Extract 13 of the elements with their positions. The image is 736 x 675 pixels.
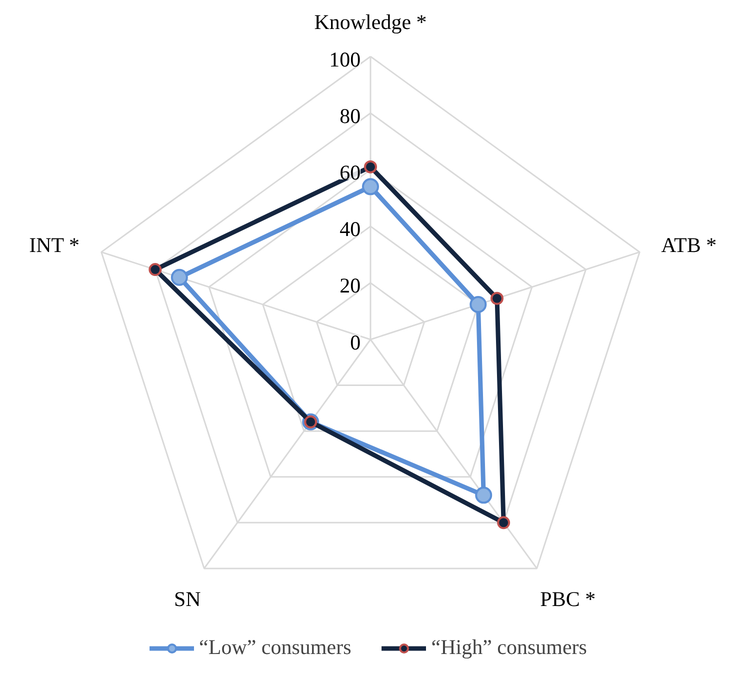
spoke-label: SN <box>174 587 201 612</box>
spoke-label: PBC * <box>540 587 596 612</box>
y-tick-label: 40 <box>340 217 361 242</box>
spoke-label: Knowledge * <box>314 10 427 34</box>
y-tick-label: 0 <box>350 330 361 354</box>
legend-label: “High” consumers <box>431 635 587 660</box>
y-tick-label: 60 <box>340 160 361 185</box>
y-tick-label: 100 <box>329 47 361 72</box>
y-tick-label: 20 <box>340 274 361 298</box>
spoke-label: INT * <box>29 233 80 258</box>
y-tick-label: 80 <box>340 104 361 128</box>
spoke-label: ATB * <box>661 233 717 258</box>
legend-label: “Low” consumers <box>199 635 352 660</box>
